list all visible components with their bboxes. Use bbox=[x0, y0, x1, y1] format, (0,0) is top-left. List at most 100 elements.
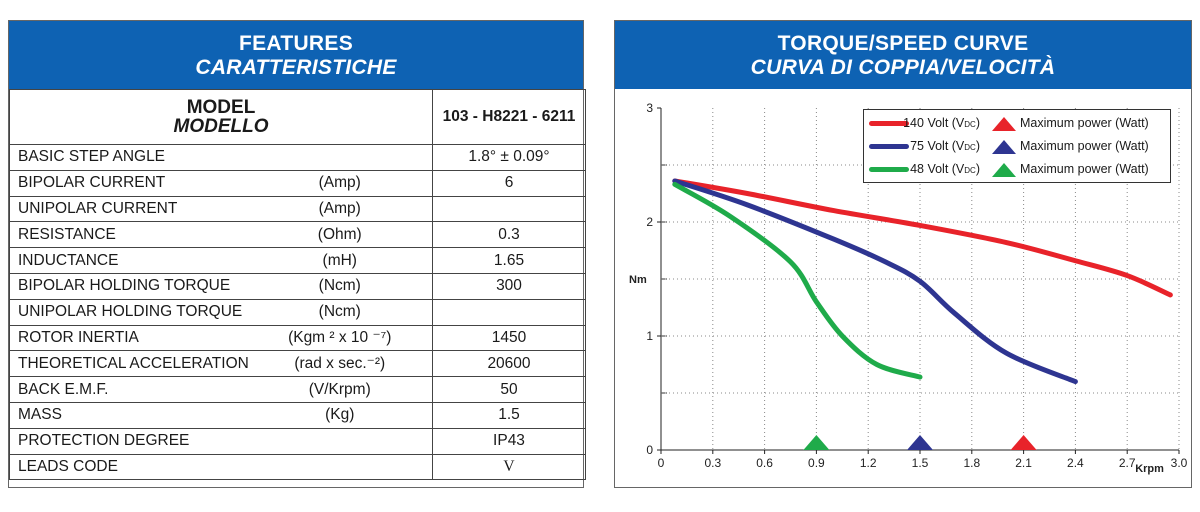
y-tick-label: 1 bbox=[646, 329, 653, 343]
chart-header: TORQUE/SPEED CURVE CURVA DI COPPIA/VELOC… bbox=[615, 21, 1191, 89]
spec-row: THEORETICAL ACCELERATION (rad x sec.⁻²) 20… bbox=[9, 350, 586, 378]
spec-label: INDUCTANCE bbox=[9, 247, 248, 274]
spec-row: LEADS CODE V bbox=[9, 453, 586, 481]
legend-row: 48 Volt (VDC) Maximum power (Watt) bbox=[864, 161, 1170, 181]
spec-unit: (V/Krpm) bbox=[247, 376, 433, 403]
spec-unit: (Ncm) bbox=[247, 272, 433, 300]
y-tick-label: 0 bbox=[646, 443, 653, 457]
spec-label: MASS bbox=[9, 401, 248, 429]
spec-row: MASS (Kg) 1.5 bbox=[9, 401, 586, 429]
x-tick-label: 1.8 bbox=[963, 456, 980, 470]
x-tick-label: 1.2 bbox=[860, 456, 877, 470]
spec-unit: (Ncm) bbox=[247, 298, 433, 326]
legend-row: 140 Volt (VDC) Maximum power (Watt) bbox=[864, 115, 1170, 135]
spec-value bbox=[432, 298, 586, 326]
spec-unit bbox=[247, 427, 433, 455]
legend-subscript: DC bbox=[964, 166, 976, 175]
spec-value: 0.3 bbox=[432, 221, 586, 249]
legend-voltage: 140 Volt (V bbox=[903, 116, 965, 130]
legend-triangle-icon bbox=[992, 163, 1016, 177]
model-value: 103 - H8221 - 6211 bbox=[432, 89, 586, 145]
legend-voltage: 48 Volt (V bbox=[910, 162, 965, 176]
legend-max-power-label: Maximum power (Watt) bbox=[1020, 139, 1149, 153]
features-header: FEATURES CARATTERISTICHE bbox=[9, 21, 583, 89]
x-tick-label: 3.0 bbox=[1171, 456, 1188, 470]
spec-value: 20600 bbox=[432, 350, 586, 378]
legend-subscript: DC bbox=[964, 143, 976, 152]
y-tick-label: 3 bbox=[646, 101, 653, 115]
features-title-italian: CARATTERISTICHE bbox=[195, 56, 397, 79]
features-panel: FEATURES CARATTERISTICHE MODEL MODELLO 1… bbox=[8, 20, 586, 488]
chart-title: TORQUE/SPEED CURVE bbox=[777, 32, 1029, 55]
legend-row: 75 Volt (VDC) Maximum power (Watt) bbox=[864, 138, 1170, 158]
series-line-2 bbox=[672, 181, 923, 380]
legend-max-power-label: Maximum power (Watt) bbox=[1020, 116, 1149, 130]
legend-subscript: DC bbox=[964, 120, 976, 129]
spec-row: BACK E.M.F. (V/Krpm) 50 bbox=[9, 376, 586, 403]
chart-title-italian: CURVA DI COPPIA/VELOCITÀ bbox=[750, 56, 1056, 79]
x-tick-label: 0.3 bbox=[704, 456, 721, 470]
legend-series-name: 48 Volt (VDC) bbox=[910, 162, 980, 176]
spec-value: 1.65 bbox=[432, 247, 586, 274]
model-label-cell: MODEL MODELLO bbox=[9, 89, 433, 145]
legend-paren: ) bbox=[975, 162, 980, 176]
legend-paren: ) bbox=[975, 139, 980, 153]
legend-voltage: 75 Volt (V bbox=[910, 139, 965, 153]
spec-label: RESISTANCE bbox=[9, 221, 248, 249]
legend-paren: ) bbox=[975, 116, 980, 130]
model-label: MODEL bbox=[186, 97, 256, 118]
spec-unit: (Amp) bbox=[247, 169, 433, 197]
series-line-1 bbox=[672, 178, 1078, 385]
spec-unit bbox=[247, 453, 433, 481]
spec-unit bbox=[247, 144, 433, 171]
spec-label: ROTOR INERTIA bbox=[9, 324, 248, 352]
spec-unit: (mH) bbox=[247, 247, 433, 274]
spec-value: 1.8° ± 0.09° bbox=[432, 144, 586, 171]
legend-triangle-icon bbox=[992, 140, 1016, 154]
spec-value: 6 bbox=[432, 169, 586, 197]
spec-label: BACK E.M.F. bbox=[9, 376, 248, 403]
x-tick-label: 0 bbox=[658, 456, 665, 470]
x-tick-label: 2.7 bbox=[1119, 456, 1136, 470]
legend-swatch bbox=[869, 121, 909, 126]
spec-row: BIPOLAR HOLDING TORQUE (Ncm) 300 bbox=[9, 272, 586, 300]
max-power-marker-0 bbox=[1010, 435, 1037, 450]
features-title: FEATURES bbox=[238, 32, 353, 55]
spec-row: UNIPOLAR CURRENT (Amp) bbox=[9, 195, 586, 223]
torque-speed-chart: 0 0.3 0.6 0.9 1.2 1.5 1.8 2.1 2.4 2.7 3.0 0 1 2 3 Nm Krp… bbox=[629, 101, 1188, 475]
spec-label: THEORETICAL ACCELERATION bbox=[9, 350, 249, 378]
spec-unit: (Amp) bbox=[247, 195, 433, 223]
x-tick-label: 2.1 bbox=[1015, 456, 1032, 470]
series-line-0 bbox=[672, 178, 1173, 298]
spec-value: 1.5 bbox=[432, 401, 586, 429]
legend-series-name: 140 Volt (VDC) bbox=[903, 116, 980, 130]
spec-row: UNIPOLAR HOLDING TORQUE (Ncm) bbox=[9, 298, 586, 326]
features-table: MODEL MODELLO 103 - H8221 - 6211 BASIC S… bbox=[9, 89, 586, 481]
spec-value: 50 bbox=[432, 376, 586, 403]
spec-row: BIPOLAR CURRENT (Amp) 6 bbox=[9, 169, 586, 197]
chart-legend: 140 Volt (VDC) Maximum power (Watt) 75 Vol… bbox=[863, 109, 1171, 183]
x-tick-label: 1.5 bbox=[912, 456, 929, 470]
spec-row: INDUCTANCE (mH) 1.65 bbox=[9, 247, 586, 274]
spec-unit: (Ohm) bbox=[247, 221, 433, 249]
spec-value: 300 bbox=[432, 272, 586, 300]
spec-label: UNIPOLAR CURRENT bbox=[9, 195, 248, 223]
spec-row: PROTECTION DEGREE IP43 bbox=[9, 427, 586, 455]
legend-triangle-icon bbox=[992, 117, 1016, 131]
spec-label: BIPOLAR HOLDING TORQUE bbox=[9, 272, 248, 300]
y-tick-label: 2 bbox=[646, 215, 653, 229]
max-power-marker-2 bbox=[803, 435, 830, 450]
spec-value: IP43 bbox=[432, 427, 586, 455]
legend-swatch bbox=[869, 167, 909, 172]
x-tick-label: 2.4 bbox=[1067, 456, 1084, 470]
spec-label: BIPOLAR CURRENT bbox=[9, 169, 248, 197]
x-tick-label: 0.6 bbox=[756, 456, 773, 470]
chart-panel: TORQUE/SPEED CURVE CURVA DI COPPIA/VELOC… bbox=[614, 20, 1192, 488]
spec-row: BASIC STEP ANGLE 1.8° ± 0.09° bbox=[9, 144, 586, 171]
legend-swatch bbox=[869, 144, 909, 149]
spec-unit: (rad x sec.⁻²) bbox=[247, 350, 433, 378]
x-axis-label: Krpm bbox=[1135, 463, 1164, 475]
spec-value: 1450 bbox=[432, 324, 586, 352]
spec-unit: (Kg) bbox=[247, 401, 433, 429]
spec-label: PROTECTION DEGREE bbox=[9, 427, 248, 455]
